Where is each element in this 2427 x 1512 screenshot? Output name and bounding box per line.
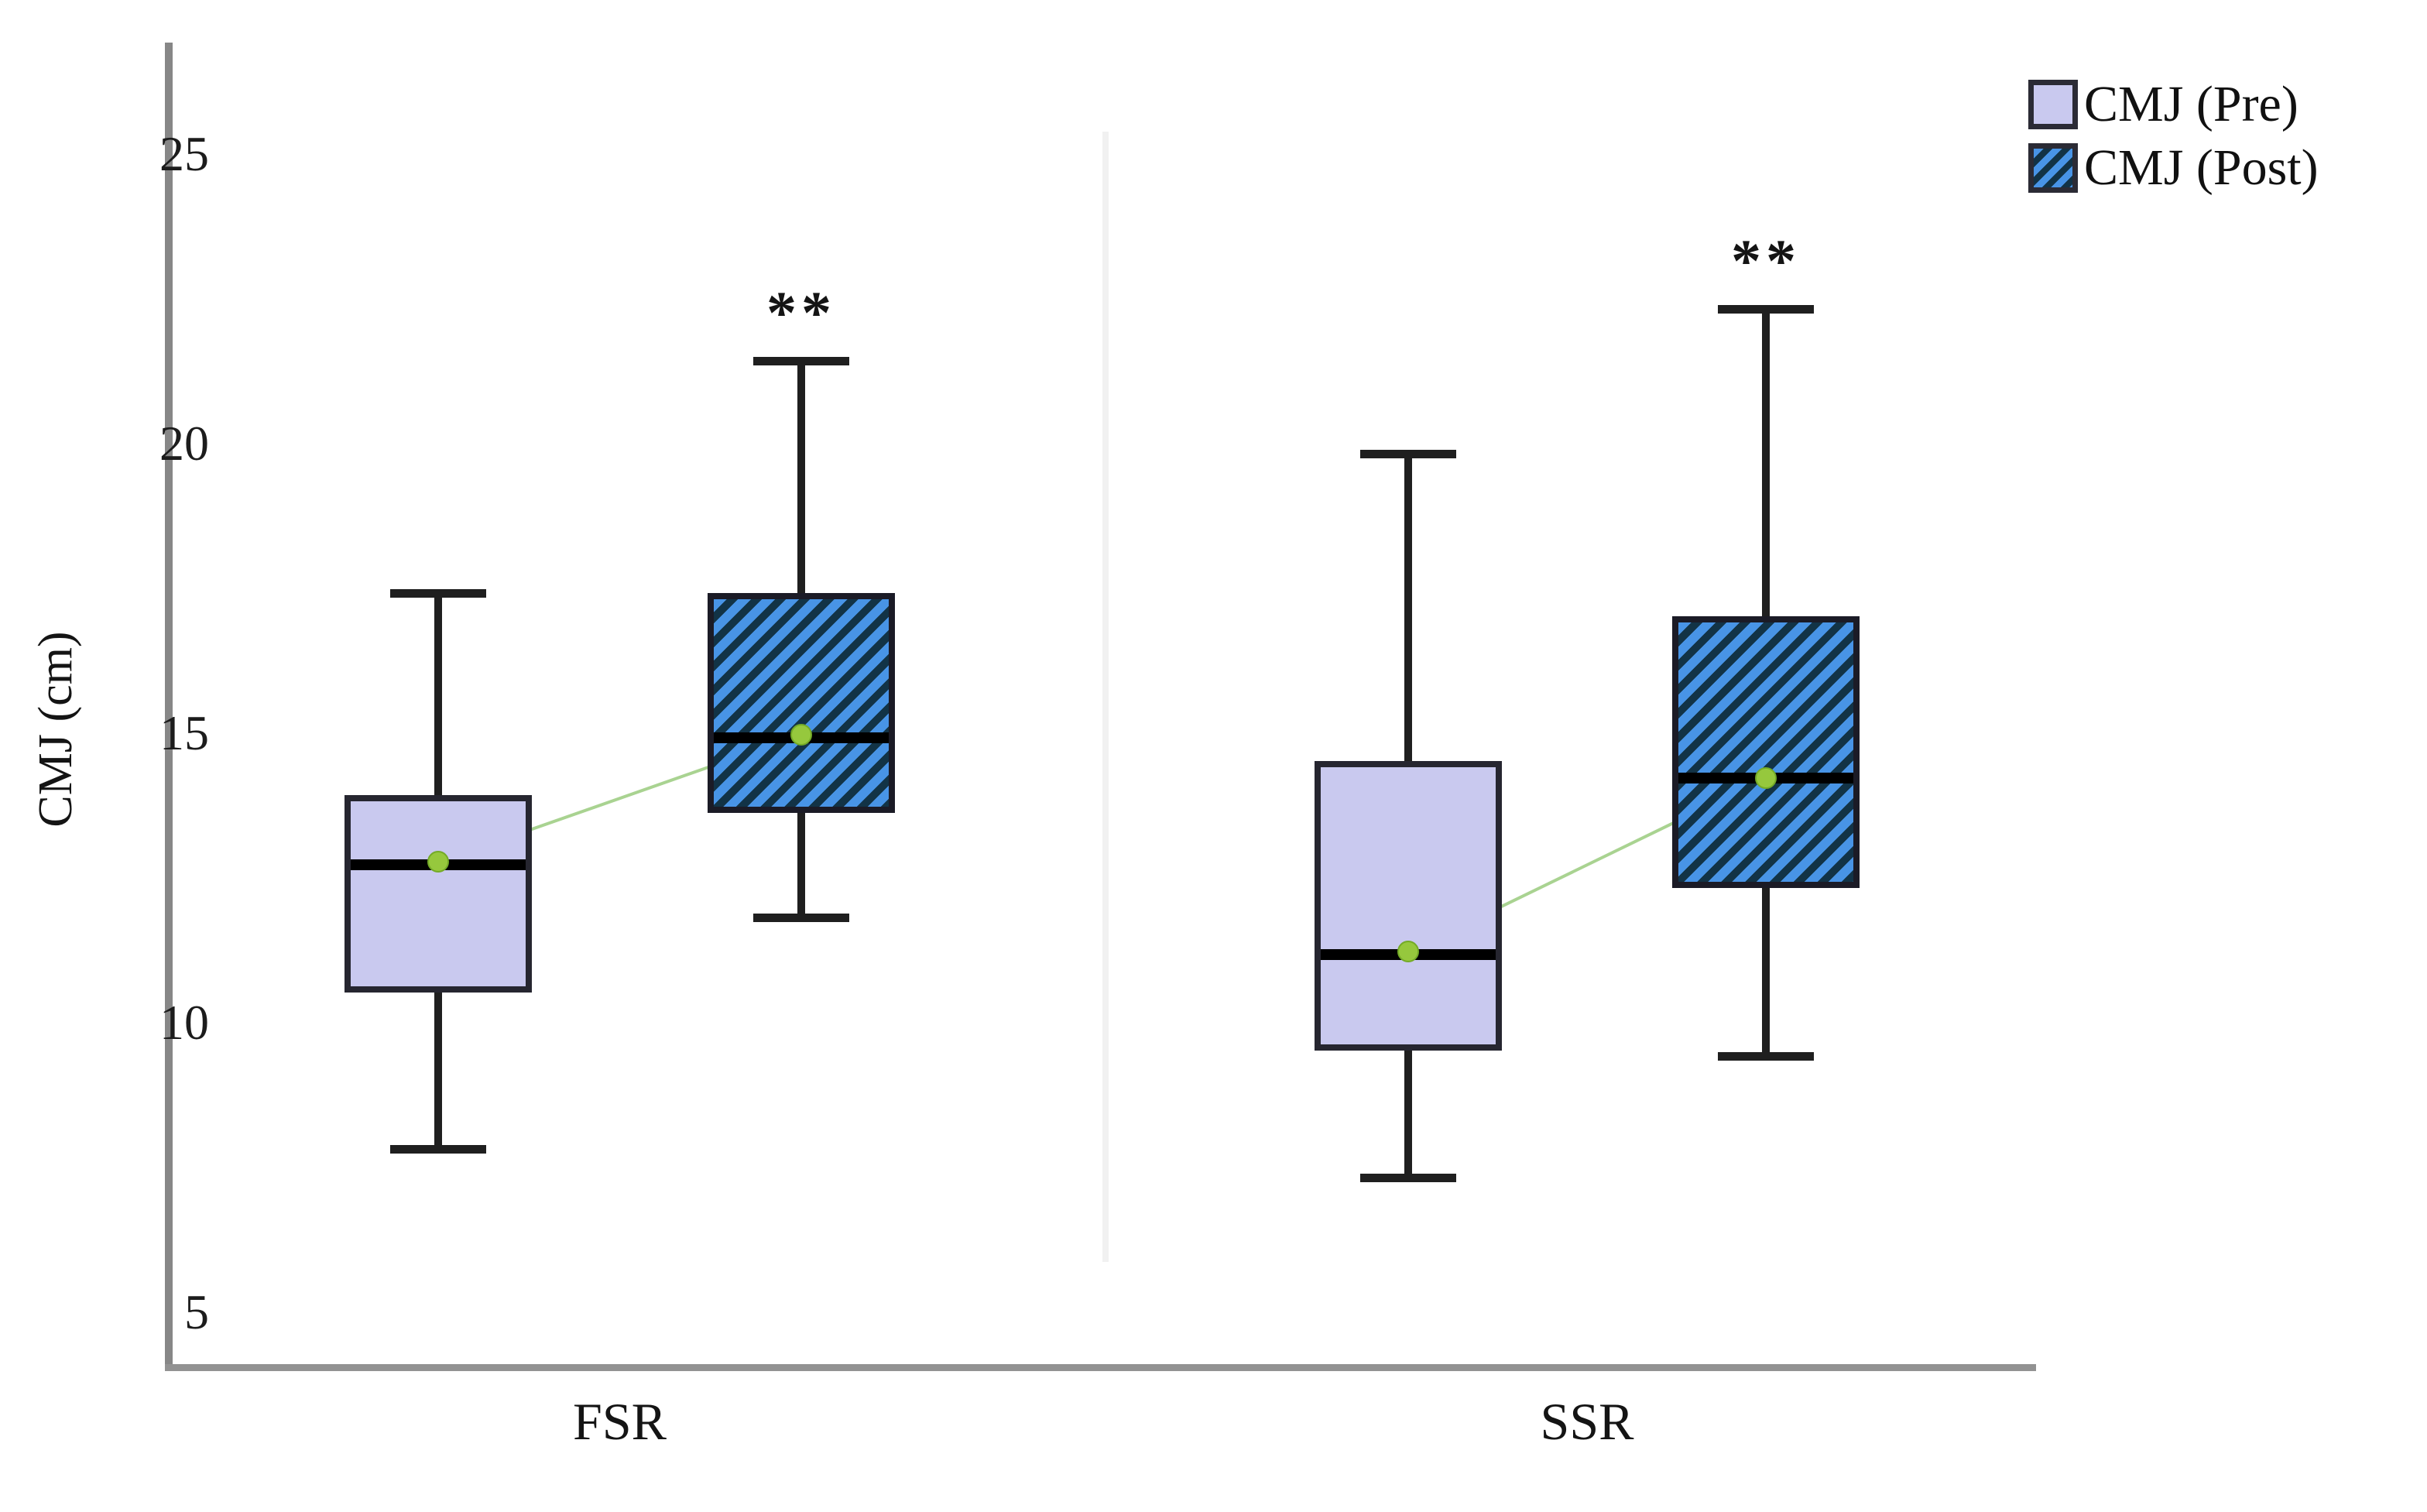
whisker-cap-low-ssr-pre — [1360, 1174, 1456, 1183]
box-ssr-post — [1672, 615, 1860, 889]
legend-label-post: CMJ (Post) — [2084, 139, 2319, 196]
x-group-label-fsr: FSR — [573, 1392, 667, 1451]
x-group-label-ssr: SSR — [1540, 1392, 1634, 1451]
mean-dot-ssr-post — [1755, 767, 1777, 789]
box-fsr-pre — [345, 795, 532, 993]
whisker-cap-high-fsr-post — [753, 357, 849, 366]
box-ssr-pre — [1315, 760, 1502, 1051]
whisker-cap-high-fsr-pre — [390, 588, 486, 598]
whisker-cap-high-ssr-post — [1718, 305, 1814, 314]
mean-dot-fsr-post — [790, 723, 812, 746]
x-axis-line — [165, 1364, 2036, 1371]
legend-swatch-post-icon — [2028, 143, 2078, 193]
y-tick-label: 20 — [159, 416, 209, 471]
legend-swatch-pre-icon — [2028, 80, 2078, 129]
significance-label-fsr-post: ** — [766, 279, 836, 347]
y-axis-line — [165, 43, 173, 1369]
y-tick-label: 15 — [159, 705, 209, 761]
legend: CMJ (Pre) CMJ (Post) — [2028, 77, 2319, 204]
whisker-cap-low-fsr-post — [753, 913, 849, 922]
whisker-cap-low-ssr-post — [1718, 1052, 1814, 1061]
legend-item-pre: CMJ (Pre) — [2028, 77, 2319, 132]
whisker-cap-low-fsr-pre — [390, 1144, 486, 1154]
panel-divider-line — [1102, 132, 1109, 1262]
y-tick-label: 5 — [184, 1284, 209, 1340]
y-tick-label: 10 — [159, 995, 209, 1051]
whisker-cap-high-ssr-pre — [1360, 450, 1456, 459]
significance-label-ssr-post: ** — [1731, 227, 1801, 295]
mean-dot-fsr-pre — [427, 851, 449, 873]
legend-item-post: CMJ (Post) — [2028, 141, 2319, 195]
box-fsr-post — [708, 592, 895, 813]
mean-dot-ssr-pre — [1397, 941, 1419, 963]
legend-label-pre: CMJ (Pre) — [2084, 76, 2298, 132]
y-tick-label: 25 — [159, 126, 209, 182]
